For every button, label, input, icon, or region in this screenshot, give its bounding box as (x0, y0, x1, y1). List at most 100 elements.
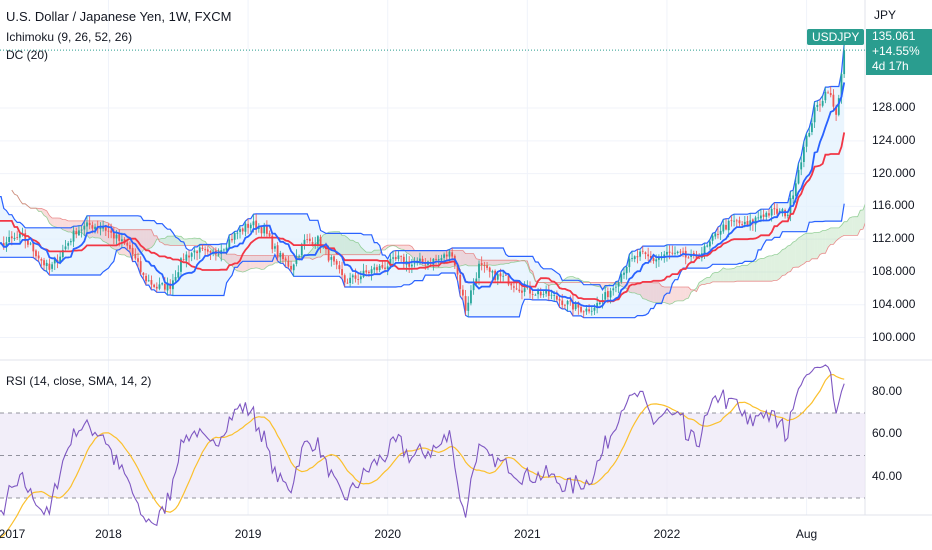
candle-body (620, 274, 623, 283)
ichimoku-cloud-segment (500, 260, 504, 265)
candle-body (781, 209, 784, 212)
ichimoku-cloud-segment (229, 254, 232, 266)
ichimoku-cloud-segment (736, 266, 740, 282)
candle-body (247, 223, 249, 228)
candle-body (376, 267, 378, 271)
candle-body (48, 263, 51, 270)
ichimoku-cloud-segment (672, 287, 676, 304)
candle-body (107, 230, 110, 232)
candle-body (555, 296, 558, 300)
ichimoku-cloud-segment (352, 240, 356, 255)
candle-body (719, 230, 722, 235)
candle-body (547, 289, 550, 296)
ichimoku-cloud-segment (342, 235, 345, 255)
ichimoku-cloud-segment (658, 282, 662, 303)
candle-body (327, 248, 330, 261)
ichimoku-cloud-segment (253, 255, 257, 269)
candle-body (249, 224, 252, 229)
candle-body (16, 237, 19, 238)
ichimoku-cloud-segment (344, 235, 348, 255)
ichimoku-cloud-segment (52, 218, 55, 227)
time-tick-label: 2019 (234, 527, 262, 541)
ichimoku-cloud-segment (44, 209, 47, 218)
candle-body (483, 265, 486, 267)
rsi-tick-label: 60.00 (872, 426, 903, 441)
candle-body (241, 228, 244, 232)
ichimoku-cloud-segment (38, 208, 42, 212)
candle-body (255, 220, 258, 230)
ichimoku-cloud-segment (640, 282, 643, 299)
candle-body (198, 247, 201, 253)
ichimoku-cloud-segment (806, 233, 810, 262)
candle-body (252, 221, 255, 226)
ichimoku-cloud-segment (755, 259, 759, 282)
ichimoku-legend[interactable]: Ichimoku (9, 26, 52, 26) (6, 30, 133, 44)
ichimoku-cloud-segment (191, 238, 195, 246)
candle-body (819, 104, 821, 106)
candle-body (679, 251, 682, 253)
ichimoku-cloud-segment (811, 232, 815, 259)
candle-body (94, 226, 96, 230)
candle-body (837, 98, 840, 115)
ichimoku-cloud-segment (777, 252, 780, 281)
candle-body (633, 256, 636, 260)
ichimoku-cloud-segment (857, 210, 861, 236)
candle-body (225, 247, 228, 251)
candle-body (464, 296, 467, 311)
candle-body (201, 247, 204, 249)
ichimoku-cloud-segment (876, 177, 879, 199)
candle-body (647, 254, 650, 257)
candle-body (692, 253, 695, 255)
candle-body (145, 275, 147, 282)
candle-body (8, 236, 11, 243)
time-tick-label: Aug (795, 527, 818, 541)
ichimoku-cloud-segment (766, 255, 769, 282)
candle-body (126, 242, 129, 246)
time-tick-label: 2021 (513, 527, 541, 541)
candle-body (335, 260, 338, 265)
candle-body (104, 227, 107, 231)
candle-body (435, 258, 437, 260)
ichimoku-cloud-segment (712, 272, 716, 282)
candle-body (805, 135, 808, 147)
price-axis-unit[interactable]: JPY (874, 8, 897, 22)
ichimoku-cloud-segment (723, 267, 727, 282)
ichimoku-cloud-segment (653, 282, 657, 303)
ichimoku-cloud-segment (97, 220, 101, 239)
donchian-legend[interactable]: DC (20) (6, 48, 49, 62)
candle-body (223, 249, 225, 251)
ichimoku-cloud-segment (763, 256, 767, 282)
candle-body (147, 280, 150, 282)
candle-body (760, 215, 762, 219)
candle-body (835, 106, 838, 115)
ichimoku-cloud-segment (825, 229, 829, 254)
ichimoku-cloud-segment (645, 282, 649, 301)
candle-body (177, 272, 180, 278)
candle-body (714, 233, 717, 237)
candle-body (338, 265, 341, 270)
price-tick-label: 104.000 (872, 296, 916, 311)
candle-body (813, 107, 816, 123)
candle-body (204, 249, 207, 251)
candle-body (308, 238, 311, 241)
candle-body (585, 308, 588, 312)
ichimoku-cloud-segment (707, 277, 710, 284)
candle-body (78, 230, 80, 236)
rsi-legend[interactable]: RSI (14, close, SMA, 14, 2) (6, 374, 152, 388)
ichimoku-cloud-segment (844, 221, 847, 236)
ichimoku-cloud-segment (656, 282, 659, 303)
ichimoku-cloud-segment (484, 260, 488, 266)
candle-body (641, 250, 644, 252)
ichimoku-cloud-segment (726, 268, 729, 282)
ichimoku-cloud-segment (401, 245, 404, 250)
ichimoku-cloud-segment (113, 227, 117, 251)
ichimoku-cloud-segment (809, 233, 812, 262)
candle-body (397, 255, 400, 259)
candle-body (797, 169, 800, 184)
candle-body (40, 259, 43, 261)
candle-body (762, 214, 765, 217)
ichimoku-cloud-segment (637, 282, 641, 295)
candle-body (410, 264, 413, 267)
candle-body (824, 91, 827, 101)
